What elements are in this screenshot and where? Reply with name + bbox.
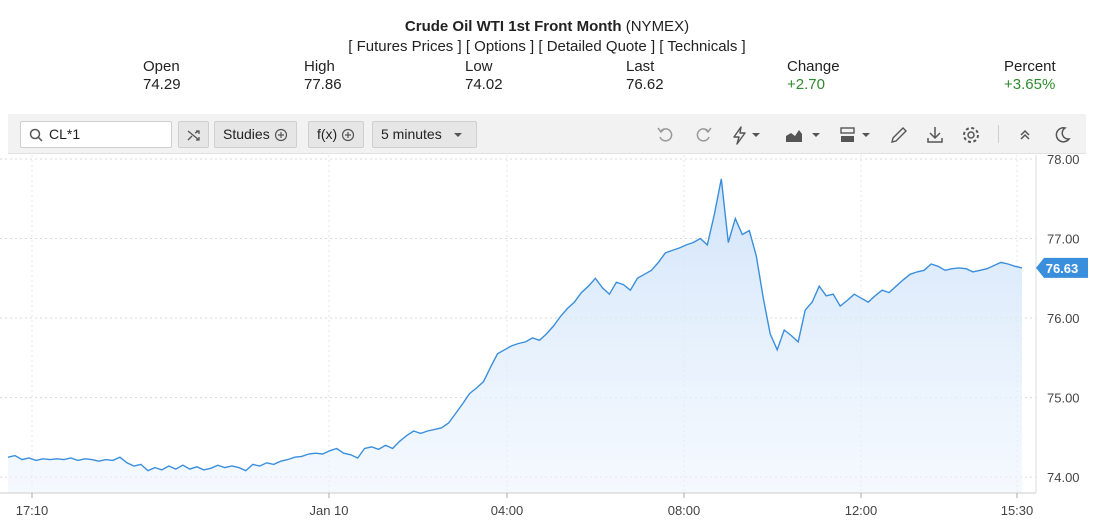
studies-button[interactable]: Studies	[214, 121, 297, 148]
current-price-label: 76.63	[1046, 261, 1079, 276]
last-label: Last	[626, 58, 655, 75]
plus-circle-icon	[274, 129, 287, 142]
open-stat: Open 74.29	[143, 58, 181, 94]
change-value: +2.70	[787, 76, 825, 93]
y-tick-label: 74.00	[1047, 470, 1080, 485]
lightning-icon[interactable]	[728, 124, 762, 146]
open-label: Open	[143, 58, 180, 75]
y-axis-ticks: 74.00 75.00 76.00 77.00 78.00	[1047, 155, 1080, 485]
price-line	[7, 178, 1023, 472]
x-tick-label: 12:00	[845, 503, 878, 518]
low-value: 74.02	[465, 76, 503, 93]
symbol-search-input[interactable]: CL*1	[20, 121, 172, 148]
plus-circle-icon	[342, 129, 355, 142]
low-label: Low	[465, 58, 493, 75]
detailed-quote-link[interactable]: [ Detailed Quote ]	[538, 38, 656, 55]
x-tick-label: 04:00	[491, 503, 524, 518]
layout-icon[interactable]	[838, 124, 874, 146]
chevron-down-icon	[453, 133, 462, 138]
technicals-link[interactable]: [ Technicals ]	[659, 38, 746, 55]
x-tick-label: 17:10	[16, 503, 49, 518]
high-value: 77.86	[304, 76, 342, 93]
download-icon[interactable]	[924, 124, 946, 146]
y-tick-label: 76.00	[1047, 311, 1080, 326]
price-area	[8, 178, 1022, 493]
change-stat: Change +2.70	[787, 58, 840, 94]
chart-type-icon[interactable]	[784, 124, 822, 146]
options-link[interactable]: [ Options ]	[465, 38, 535, 55]
symbol-value: CL*1	[49, 126, 81, 142]
low-stat: Low 74.02	[465, 58, 503, 94]
instrument-name: Crude Oil WTI 1st Front Month	[404, 18, 622, 35]
search-icon	[29, 128, 43, 142]
badge-shape	[1036, 257, 1088, 278]
studies-label: Studies	[223, 126, 270, 142]
moon-icon[interactable]	[1051, 124, 1073, 146]
interval-label: 5 minutes	[381, 126, 442, 142]
change-label: Change	[787, 58, 840, 75]
quote-links: [ Futures Prices ] [ Options ] [ Detaile…	[0, 38, 1094, 55]
y-tick-label: 77.00	[1047, 232, 1080, 247]
redo-icon[interactable]	[692, 124, 714, 146]
undo-icon[interactable]	[655, 124, 677, 146]
interval-select[interactable]: 5 minutes	[372, 121, 477, 148]
high-label: High	[304, 58, 335, 75]
functions-button[interactable]: f(x)	[308, 121, 365, 148]
compare-button[interactable]	[178, 121, 209, 148]
pencil-icon[interactable]	[888, 124, 910, 146]
gear-icon[interactable]	[960, 124, 982, 146]
functions-label: f(x)	[317, 126, 338, 142]
chart-toolbar: CL*1 Studies f(x) 5 minutes	[8, 114, 1086, 154]
x-axis-ticks: 17:10 Jan 10 04:00 08:00 12:00 15:30	[16, 493, 1034, 518]
y-tick-label: 75.00	[1047, 391, 1080, 406]
y-tick-label: 78.00	[1047, 155, 1080, 167]
x-tick-label: Jan 10	[309, 503, 348, 518]
toolbar-divider	[998, 125, 999, 143]
instrument-title: Crude Oil WTI 1st Front Month (NYMEX)	[0, 18, 1094, 35]
percent-value: +3.65%	[1004, 76, 1056, 93]
high-stat: High 77.86	[304, 58, 342, 94]
exchange-label: (NYMEX)	[625, 18, 690, 35]
x-tick-label: 15:30	[1001, 503, 1034, 518]
open-value: 74.29	[143, 76, 181, 93]
percent-label: Percent	[1004, 58, 1056, 75]
last-stat: Last 76.62	[626, 58, 664, 94]
price-chart[interactable]: 74.00 75.00 76.00 77.00 78.00 17:10 Jan 10 04:…	[0, 155, 1094, 521]
futures-prices-link[interactable]: [ Futures Prices ]	[348, 38, 462, 55]
last-value: 76.62	[626, 76, 664, 93]
x-tick-label: 08:00	[668, 503, 701, 518]
collapse-icon[interactable]	[1014, 124, 1036, 146]
compare-icon	[187, 130, 200, 141]
current-price-badge: 76.63	[1036, 257, 1088, 278]
percent-stat: Percent +3.65%	[1004, 58, 1056, 94]
